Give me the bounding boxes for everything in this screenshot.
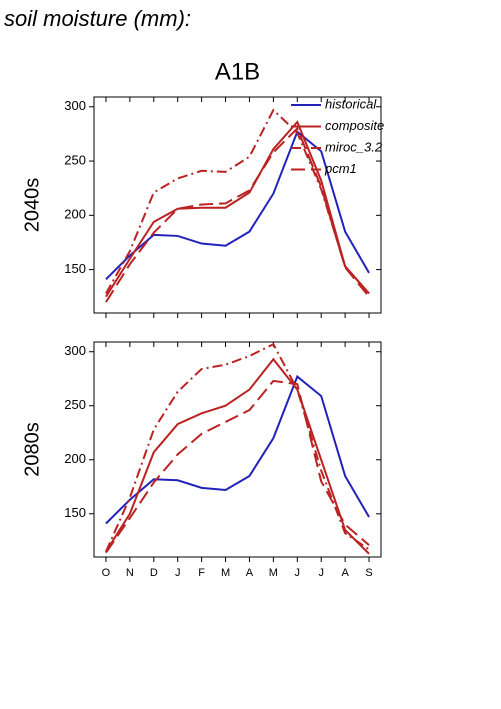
y-tick-label: 200 — [64, 207, 86, 222]
x-tick-label: N — [126, 567, 134, 579]
series-line — [105, 108, 370, 295]
x-tick-label: D — [150, 567, 158, 579]
panel-title: A1B — [215, 58, 260, 85]
plot-frame — [93, 341, 382, 558]
series-line — [105, 130, 370, 281]
legend-label: composite — [325, 118, 384, 133]
x-tick-label: F — [198, 567, 205, 579]
y-tick-label: 300 — [64, 343, 86, 358]
y-tick-label: 150 — [64, 505, 86, 520]
x-tick-label: A — [246, 567, 254, 579]
y-tick-label: 250 — [64, 397, 86, 412]
series-line — [105, 357, 370, 555]
legend-label: miroc_3.2 — [325, 139, 383, 154]
x-tick-label: M — [269, 567, 278, 579]
series-line — [105, 120, 370, 298]
series-line — [105, 126, 370, 303]
y-tick-label: 200 — [64, 451, 86, 466]
plot-frame — [93, 96, 382, 314]
y-axis-label: 2040s — [21, 178, 43, 233]
y-tick-label: 250 — [64, 152, 86, 167]
page-heading: soil moisture (mm): — [4, 6, 191, 31]
x-tick-label: J — [175, 567, 181, 579]
y-tick-label: 300 — [64, 98, 86, 113]
x-tick-label: S — [365, 567, 372, 579]
x-tick-label: J — [318, 567, 324, 579]
x-tick-label: O — [102, 567, 111, 579]
x-tick-label: M — [221, 567, 230, 579]
legend-label: historical — [325, 96, 377, 111]
y-axis-label: 2080s — [21, 422, 43, 477]
x-tick-label: J — [295, 567, 301, 579]
x-tick-label: A — [341, 567, 349, 579]
series-line — [105, 374, 370, 525]
y-tick-label: 150 — [64, 261, 86, 276]
series-line — [105, 379, 370, 554]
series-line — [105, 342, 370, 553]
legend-label: pcm1 — [324, 161, 357, 176]
